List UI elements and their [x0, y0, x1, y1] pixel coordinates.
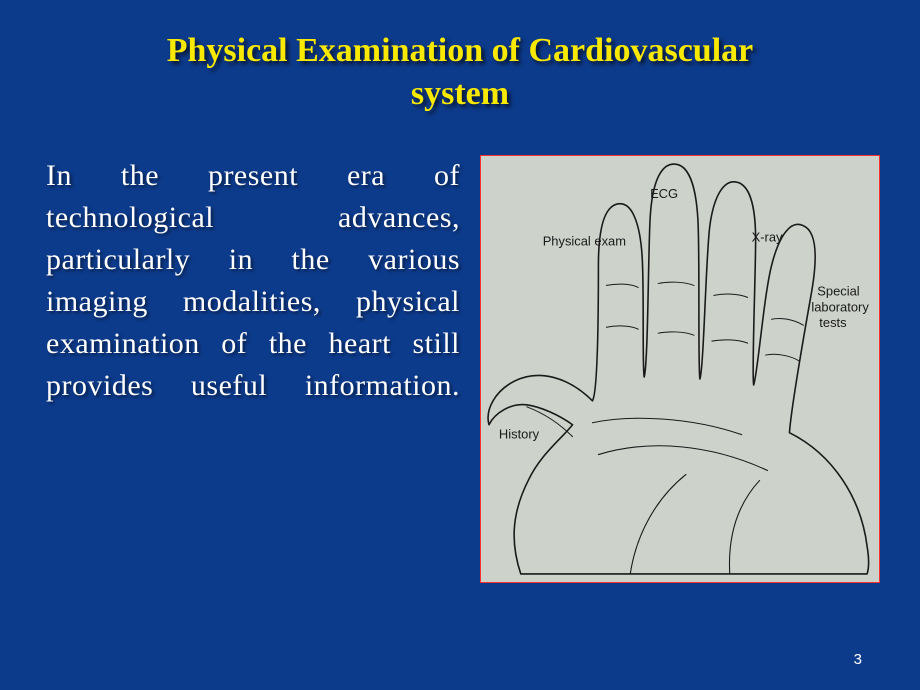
- hand-outline-svg: History Physical exam ECG X-ray Special …: [481, 156, 879, 582]
- title-line-1: Physical Examination of Cardiovascular: [167, 32, 754, 69]
- label-pinky-3: tests: [819, 315, 846, 330]
- label-middle: ECG: [650, 186, 678, 201]
- content-row: In the present era of technological adva…: [40, 155, 880, 583]
- label-ring: X-ray: [752, 230, 783, 245]
- label-thumb: History: [499, 427, 540, 442]
- body-paragraph: In the present era of technological adva…: [40, 155, 460, 407]
- label-index: Physical exam: [543, 234, 626, 249]
- hand-diagram-figure: History Physical exam ECG X-ray Special …: [480, 155, 880, 583]
- title-line-2: system: [411, 75, 509, 112]
- page-number: 3: [854, 651, 862, 668]
- label-pinky-1: Special: [817, 283, 859, 298]
- slide: Physical Examination of Cardiovascular s…: [0, 0, 920, 690]
- slide-title: Physical Examination of Cardiovascular s…: [40, 30, 880, 115]
- label-pinky-2: laboratory: [811, 299, 869, 314]
